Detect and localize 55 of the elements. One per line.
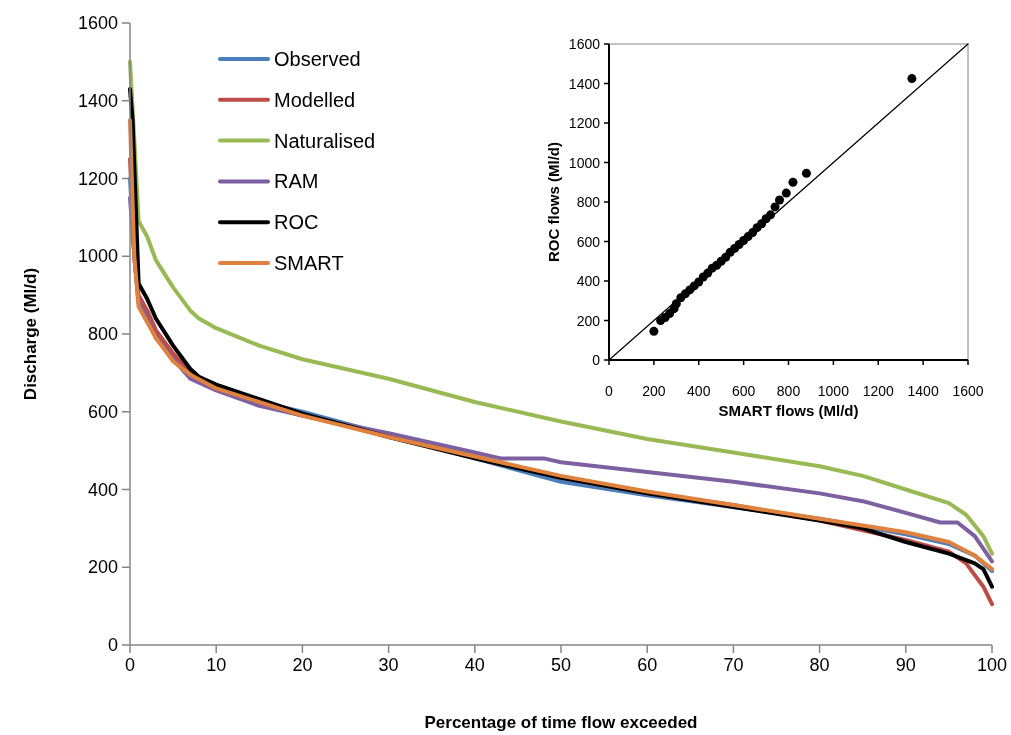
x-tick-label: 0 (605, 383, 614, 399)
y-tick-label: 1600 (568, 36, 601, 52)
y-tick-label: 200 (87, 557, 118, 578)
x-tick-label: 10 (206, 655, 227, 675)
x-tick-label: 50 (550, 655, 572, 675)
point (649, 326, 659, 336)
y-tick-label: 0 (107, 635, 118, 655)
y-tick-label: 1600 (77, 13, 118, 33)
x-tick-label: 1400 (907, 383, 939, 399)
y-tick-label: 1400 (77, 90, 118, 111)
x-tick-label: 20 (292, 655, 313, 675)
point (781, 188, 791, 198)
legend-label: ROC (274, 211, 319, 234)
x-tick-label: 100 (976, 655, 1008, 675)
y-tick-label: 1400 (568, 75, 601, 92)
y-tick-label: 1000 (77, 246, 118, 267)
legend-label: Observed (274, 48, 361, 70)
x-tick-label: 200 (642, 383, 666, 399)
point (907, 74, 917, 84)
y-tick-label: 1000 (568, 154, 601, 171)
x-tick-label: 40 (464, 655, 485, 675)
x-tick-label: 30 (378, 655, 399, 675)
y-tick-label: 400 (87, 479, 118, 500)
point (770, 202, 780, 212)
point (775, 195, 785, 205)
y-tick-label: 1200 (77, 168, 118, 189)
x-tick-label: 800 (776, 383, 801, 399)
y-tick-label: 0 (592, 352, 601, 368)
legend-label: RAM (274, 170, 319, 193)
point (788, 177, 798, 187)
x-tick-label: 400 (687, 383, 711, 399)
x-tick-label: 1000 (817, 383, 850, 399)
legend-label: Naturalised (274, 129, 376, 152)
y-axis-title: ROC flows (Ml/d) (544, 142, 562, 262)
x-tick-label: 600 (731, 383, 756, 399)
y-tick-label: 800 (576, 194, 601, 210)
x-tick-label: 60 (637, 655, 658, 675)
x-tick-label: 70 (723, 655, 744, 675)
x-axis-title: Percentage of time flow exceeded (424, 713, 698, 732)
y-tick-label: 200 (576, 312, 601, 329)
legend-label: SMART (274, 252, 344, 274)
x-tick-label: 80 (809, 655, 830, 675)
y-axis-title: Discharge (Ml/d) (20, 267, 40, 401)
y-tick-label: 600 (87, 401, 118, 422)
y-tick-label: 800 (87, 324, 118, 344)
x-tick-label: 1600 (952, 383, 984, 399)
y-tick-label: 600 (576, 233, 601, 250)
y-tick-label: 400 (576, 273, 601, 289)
legend-label: Modelled (274, 88, 356, 111)
x-tick-label: 0 (124, 655, 136, 675)
x-tick-label: 90 (895, 655, 916, 675)
point (801, 168, 811, 178)
x-axis-title: SMART flows (Ml/d) (718, 402, 859, 419)
x-tick-label: 1200 (862, 383, 895, 399)
y-tick-label: 1200 (568, 115, 601, 131)
